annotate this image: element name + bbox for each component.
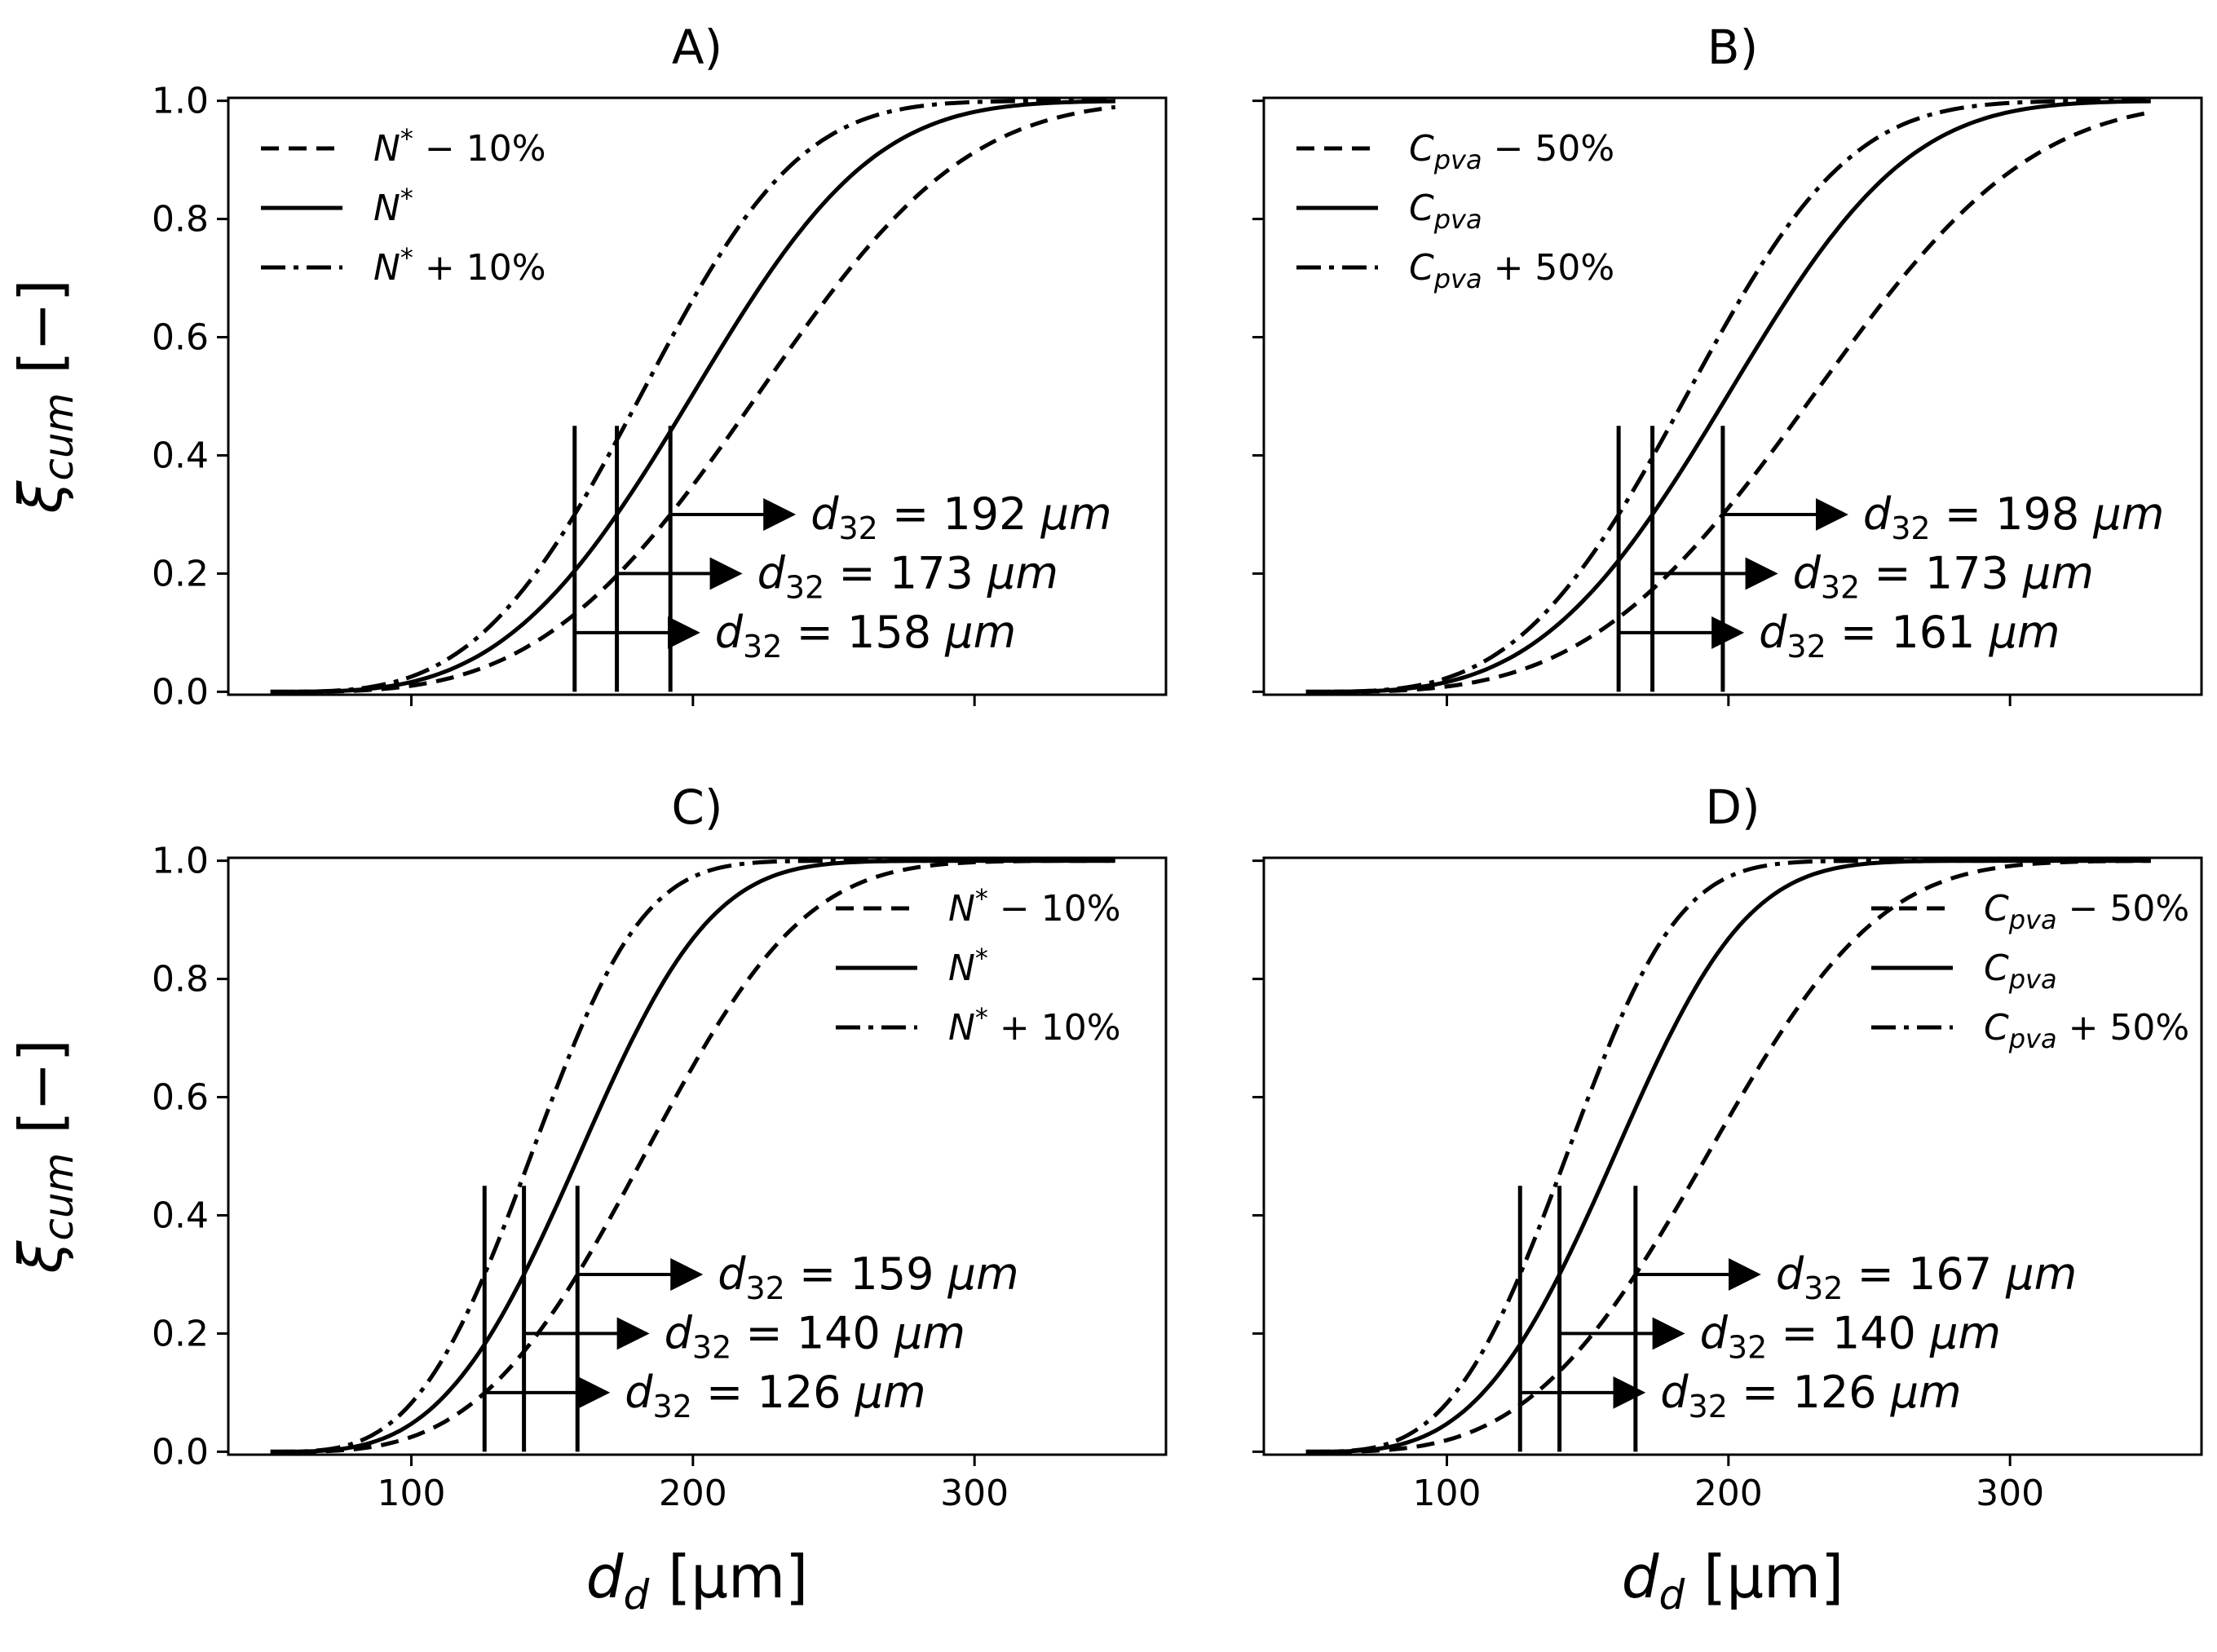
y-axis-label: ξcum [−] (7, 1039, 82, 1274)
d32-label: d32 = 167 μm (1776, 1248, 2077, 1306)
y-tick-label: 1.0 (152, 81, 209, 122)
d32-label: d32 = 161 μm (1759, 607, 2060, 665)
y-tick-label: 0.4 (152, 1195, 209, 1236)
panel-a: A) 0.0 0.2 0.4 0.6 0.8 1.0 ξcum [−] d32 = 192 μm… (7, 20, 1168, 713)
y-tick-label: 0.8 (152, 959, 209, 1000)
d32-label: d32 = 126 μm (625, 1367, 925, 1425)
x-tick-label: 100 (1412, 1473, 1481, 1514)
legend-label: Cpva − 50% (1409, 128, 1614, 175)
curve-solid (1305, 859, 2151, 1454)
legend-label: N* + 10% (373, 242, 546, 289)
x-axis-label: dd [μm] (1622, 1543, 1844, 1619)
legend-label: Cpva − 50% (1984, 888, 2189, 935)
d32-label: d32 = 140 μm (665, 1307, 965, 1365)
d32-label: d32 = 140 μm (1700, 1307, 2001, 1365)
panel-c: C) 0.0 0.2 0.4 0.6 0.8 1.0 100 200 300 dd [μm] ξcum… (7, 780, 1168, 1619)
curve-dashed (1305, 110, 2152, 694)
x-axis-label: dd [μm] (586, 1543, 808, 1619)
y-tick-label: 0.0 (152, 671, 209, 713)
legend-label: Cpva (1409, 188, 1482, 235)
legend-label: N* − 10% (948, 883, 1121, 930)
axes-frame (1262, 96, 2203, 696)
curve-dashdot (270, 99, 1115, 694)
legend-label: N* − 10% (373, 123, 546, 170)
axes-frame (227, 856, 1168, 1456)
y-axis-label: ξcum [−] (7, 279, 82, 514)
x-tick-label: 300 (940, 1473, 1009, 1514)
legend-label: Cpva (1984, 947, 2057, 995)
d32-label: d32 = 198 μm (1863, 488, 2164, 546)
panel-title: B) (1707, 20, 1758, 75)
y-tick-label: 0.6 (152, 1077, 209, 1119)
d32-label: d32 = 192 μm (810, 488, 1111, 546)
d32-label: d32 = 173 μm (1793, 547, 2094, 605)
curve-dashed (1305, 859, 2151, 1454)
y-tick-label: 0.8 (152, 199, 209, 241)
panel-title: A) (672, 20, 722, 75)
d32-label: d32 = 159 μm (718, 1248, 1018, 1306)
x-tick-label: 200 (1694, 1473, 1763, 1514)
legend-label: N* + 10% (948, 1002, 1121, 1049)
y-tick-label: 0.2 (152, 1313, 209, 1354)
y-tick-label: 0.4 (152, 435, 209, 476)
y-tick-label: 0.2 (152, 553, 209, 594)
curve-solid (1305, 99, 2151, 694)
curve-dashdot (1305, 99, 2151, 694)
axes-frame (227, 96, 1168, 696)
legend-label: N* (948, 943, 988, 989)
panel-title: D) (1705, 780, 1760, 835)
y-tick-label: 0.0 (152, 1431, 209, 1473)
d32-label: d32 = 158 μm (715, 607, 1016, 665)
curve-dashdot (270, 859, 1115, 1454)
x-tick-label: 200 (659, 1473, 727, 1514)
d32-label: d32 = 126 μm (1660, 1367, 1961, 1425)
curve-solid (270, 859, 1115, 1454)
curve-solid (270, 99, 1115, 694)
d32-label: d32 = 173 μm (757, 547, 1058, 605)
panel-title: C) (671, 780, 722, 835)
legend-label: Cpva + 50% (1984, 1007, 2189, 1054)
y-tick-label: 1.0 (152, 841, 209, 882)
x-tick-label: 300 (1976, 1473, 2044, 1514)
legend-label: Cpva + 50% (1409, 247, 1614, 294)
legend-label: N* (373, 183, 413, 229)
x-tick-label: 100 (377, 1473, 445, 1514)
curve-dashdot (1305, 859, 2151, 1454)
curve-dashed (270, 104, 1116, 694)
axes-frame (1262, 856, 2203, 1456)
y-tick-label: 0.6 (152, 317, 209, 359)
